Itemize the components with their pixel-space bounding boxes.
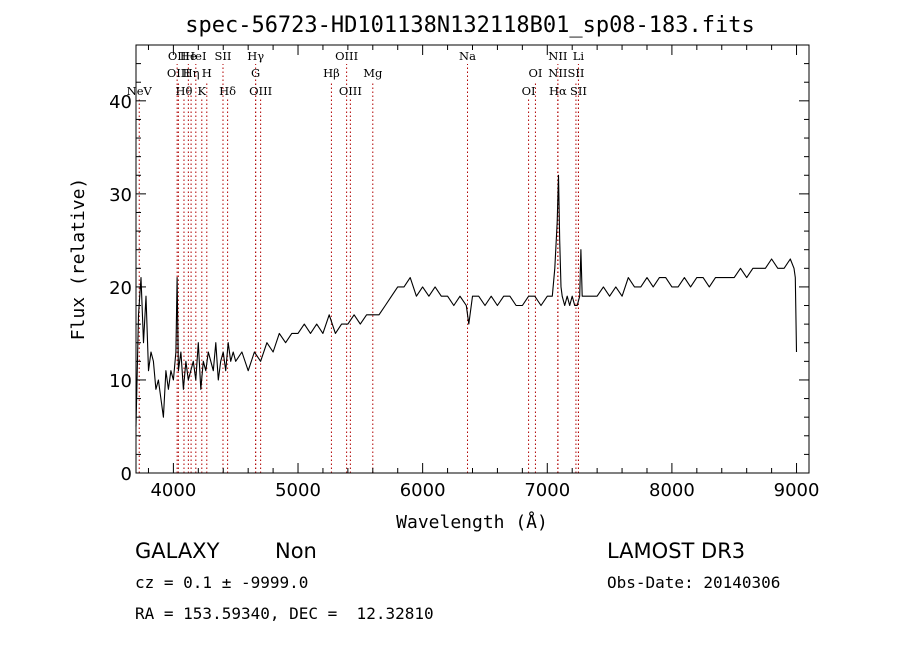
line-label: Mg xyxy=(363,66,383,80)
line-label: Hγ xyxy=(247,49,264,63)
plot-frame xyxy=(135,44,810,474)
line-label: Hβ xyxy=(323,66,340,80)
y-axis: 0 10 20 30 40 xyxy=(109,63,809,485)
line-label: Hδ xyxy=(219,84,236,98)
line-label: OII xyxy=(168,49,187,63)
object-subclass: Non xyxy=(275,539,317,563)
line-label: SII xyxy=(215,49,232,63)
line-label: Hη xyxy=(183,66,200,80)
line-label: OIII xyxy=(339,84,362,98)
x-tick-label: 6000 xyxy=(400,480,446,501)
line-label: Hθ xyxy=(176,84,193,98)
line-label: OIII xyxy=(167,66,190,80)
line-label: Na xyxy=(459,49,476,63)
line-label: SII xyxy=(567,66,584,80)
line-label: G xyxy=(251,66,260,80)
y-tick-label: 0 xyxy=(121,464,132,485)
line-label: Hα xyxy=(549,84,567,98)
survey-name: LAMOST DR3 xyxy=(607,539,746,563)
line-label: He xyxy=(180,49,197,63)
observation-date: Obs-Date: 20140306 xyxy=(607,573,781,592)
x-axis: 4000 5000 6000 7000 8000 9000 xyxy=(147,45,820,501)
x-tick-label: 9000 xyxy=(774,480,820,501)
line-markers xyxy=(138,64,579,473)
line-labels: NeVOIIOIIIHθHeHηHeIKHSIIHδHγGOIIIHβOIIIO… xyxy=(127,49,587,98)
x-tick-label: 7000 xyxy=(524,480,570,501)
line-label: OI xyxy=(522,84,536,98)
object-class: GALAXY xyxy=(135,539,220,563)
line-label: OI xyxy=(528,66,542,80)
y-axis-label: Flux (relative) xyxy=(68,178,89,341)
line-label: NeV xyxy=(127,84,153,98)
redshift-line: cz = 0.1 ± -9999.0 xyxy=(135,573,309,592)
x-tick-label: 4000 xyxy=(150,480,196,501)
line-label: Li xyxy=(573,49,585,63)
y-tick-label: 10 xyxy=(109,371,132,392)
line-label: SII xyxy=(570,84,587,98)
line-label: K xyxy=(198,84,207,98)
y-tick-label: 30 xyxy=(109,185,132,206)
spectrum-line xyxy=(135,174,798,427)
y-tick-label: 20 xyxy=(109,278,132,299)
line-label: HeI xyxy=(185,49,206,63)
x-axis-label: Wavelength (Å) xyxy=(396,511,548,533)
line-label: OIII xyxy=(249,84,272,98)
chart-title: spec-56723-HD101138N132118B01_sp08-183.f… xyxy=(185,13,755,38)
line-label: NII xyxy=(548,66,567,80)
x-tick-label: 5000 xyxy=(275,480,321,501)
coordinates-line: RA = 153.59340, DEC = 12.32810 xyxy=(135,604,434,623)
series-layer xyxy=(135,174,798,427)
x-tick-label: 8000 xyxy=(649,480,695,501)
line-label: NII xyxy=(548,49,567,63)
line-label: OIII xyxy=(335,49,358,63)
line-label: H xyxy=(202,66,212,80)
y-tick-label: 40 xyxy=(109,92,132,113)
